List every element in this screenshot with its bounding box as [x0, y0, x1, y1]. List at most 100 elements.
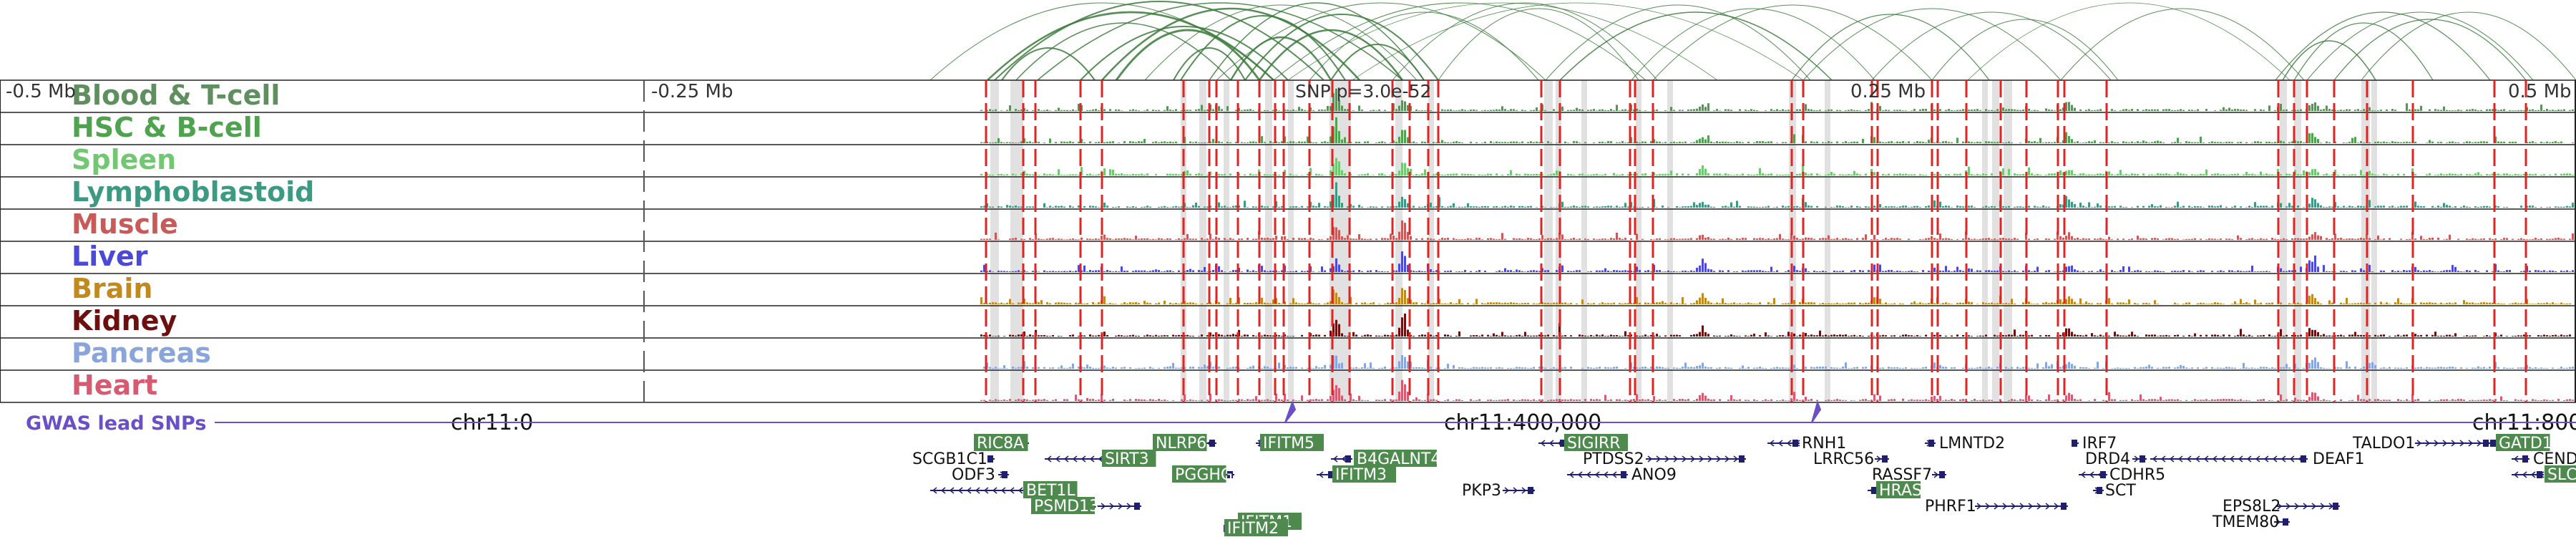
signal-bar — [1799, 239, 1801, 240]
signal-bar — [1272, 400, 1274, 401]
signal-bar — [2480, 141, 2482, 143]
loop-arc — [1173, 47, 1246, 81]
signal-bar — [1246, 399, 1249, 401]
signal-bar — [1235, 400, 1237, 401]
signal-bar — [2406, 103, 2408, 111]
signal-bar — [1670, 271, 1672, 272]
signal-bar — [1069, 205, 1071, 208]
signal-bar — [2042, 205, 2044, 208]
signal-bar — [1773, 298, 1775, 304]
signal-bar — [2102, 174, 2104, 175]
signal-bar — [2469, 174, 2471, 175]
signal-bar — [2177, 271, 2179, 272]
signal-bar — [2437, 205, 2439, 208]
signal-bar — [1593, 303, 1595, 304]
signal-bar — [2234, 301, 2236, 304]
signal-bar — [1587, 206, 1589, 208]
signal-bar — [1186, 170, 1189, 175]
signal-bar — [1767, 141, 1770, 143]
signal-bar — [1736, 141, 1738, 143]
signal-bar — [1604, 142, 1606, 143]
signal-bar — [1524, 271, 1526, 272]
signal-bar — [2389, 142, 2391, 143]
gene-label-box — [1172, 465, 1226, 483]
signal-bar — [1072, 334, 1074, 337]
signal-bar — [2291, 205, 2293, 208]
signal-bar — [2197, 400, 2199, 401]
signal-bar — [1890, 335, 1893, 337]
signal-bar — [1962, 206, 1964, 208]
signal-bar — [2414, 201, 2416, 208]
signal-bar — [2386, 142, 2388, 143]
signal-bar — [1123, 336, 1126, 337]
signal-bar — [2280, 394, 2282, 401]
signal-bar — [2469, 207, 2471, 208]
signal-bar — [1458, 367, 1460, 369]
scale-label: 0.5 Mb — [2508, 81, 2572, 102]
signal-bar — [1358, 270, 1360, 272]
signal-bar — [1853, 170, 1855, 175]
signal-bar — [2002, 107, 2004, 111]
signal-bar — [1670, 142, 1672, 143]
signal-bar — [1524, 206, 1526, 208]
signal-bar — [2114, 205, 2116, 208]
signal-bar — [1888, 141, 1890, 143]
signal-bar — [1378, 173, 1380, 175]
signal-bar — [1813, 238, 1815, 240]
signal-bar — [2483, 205, 2485, 208]
signal-bar — [1619, 271, 1621, 272]
signal-bar — [1561, 106, 1563, 111]
gene-strand-arrow — [1318, 471, 1324, 478]
signal-bar — [2011, 334, 2013, 337]
signal-bar — [2532, 399, 2534, 401]
signal-bar — [2540, 141, 2542, 143]
signal-bar — [1573, 238, 1575, 240]
signal-bar — [2549, 238, 2551, 240]
signal-bar — [1567, 142, 1569, 143]
signal-bar — [1098, 334, 1100, 337]
signal-bar — [1948, 270, 1950, 272]
signal-bar — [1521, 238, 1523, 240]
signal-bar — [1370, 362, 1372, 369]
signal-bar — [1433, 238, 1435, 240]
signal-bar — [1149, 239, 1151, 240]
signal-bar — [2474, 206, 2477, 208]
signal-bar — [2294, 397, 2296, 401]
signal-bar — [1722, 298, 1724, 304]
signal-bar — [1166, 335, 1169, 337]
signal-bar — [1527, 173, 1529, 175]
signal-bar — [1106, 205, 1108, 208]
signal-bar — [1020, 238, 1023, 240]
signal-bar — [2054, 110, 2056, 111]
signal-bar — [1722, 141, 1724, 143]
signal-bar — [2317, 396, 2319, 401]
signal-bar — [1195, 202, 1197, 208]
signal-bar — [2245, 110, 2248, 111]
signal-bar — [1885, 110, 1887, 111]
signal-bar — [1246, 109, 1249, 111]
signal-bar — [1264, 206, 1266, 208]
signal-bar — [2417, 367, 2419, 369]
signal-bar — [1496, 173, 1498, 175]
signal-bar — [1129, 141, 1131, 143]
signal-bar — [2469, 271, 2471, 272]
signal-bar — [1753, 238, 1755, 240]
signal-bar — [1667, 239, 1669, 240]
signal-bar — [2254, 368, 2256, 369]
signal-bar — [1939, 142, 1941, 143]
signal-bar — [2543, 399, 2545, 401]
signal-bar — [1547, 270, 1549, 272]
signal-bar — [1816, 110, 1818, 111]
signal-bar — [1158, 302, 1160, 304]
signal-bar — [1882, 239, 1884, 240]
loop-arc — [2293, 22, 2434, 81]
signal-bar — [2454, 333, 2457, 337]
signal-bar — [1141, 206, 1143, 208]
signal-bar — [2142, 110, 2145, 111]
signal-bar — [1876, 239, 1878, 240]
signal-bar — [2351, 270, 2353, 272]
signal-bar — [1782, 142, 1784, 143]
signal-bar — [2111, 368, 2113, 369]
signal-bar — [1527, 302, 1529, 304]
signal-bar — [1536, 173, 1538, 175]
